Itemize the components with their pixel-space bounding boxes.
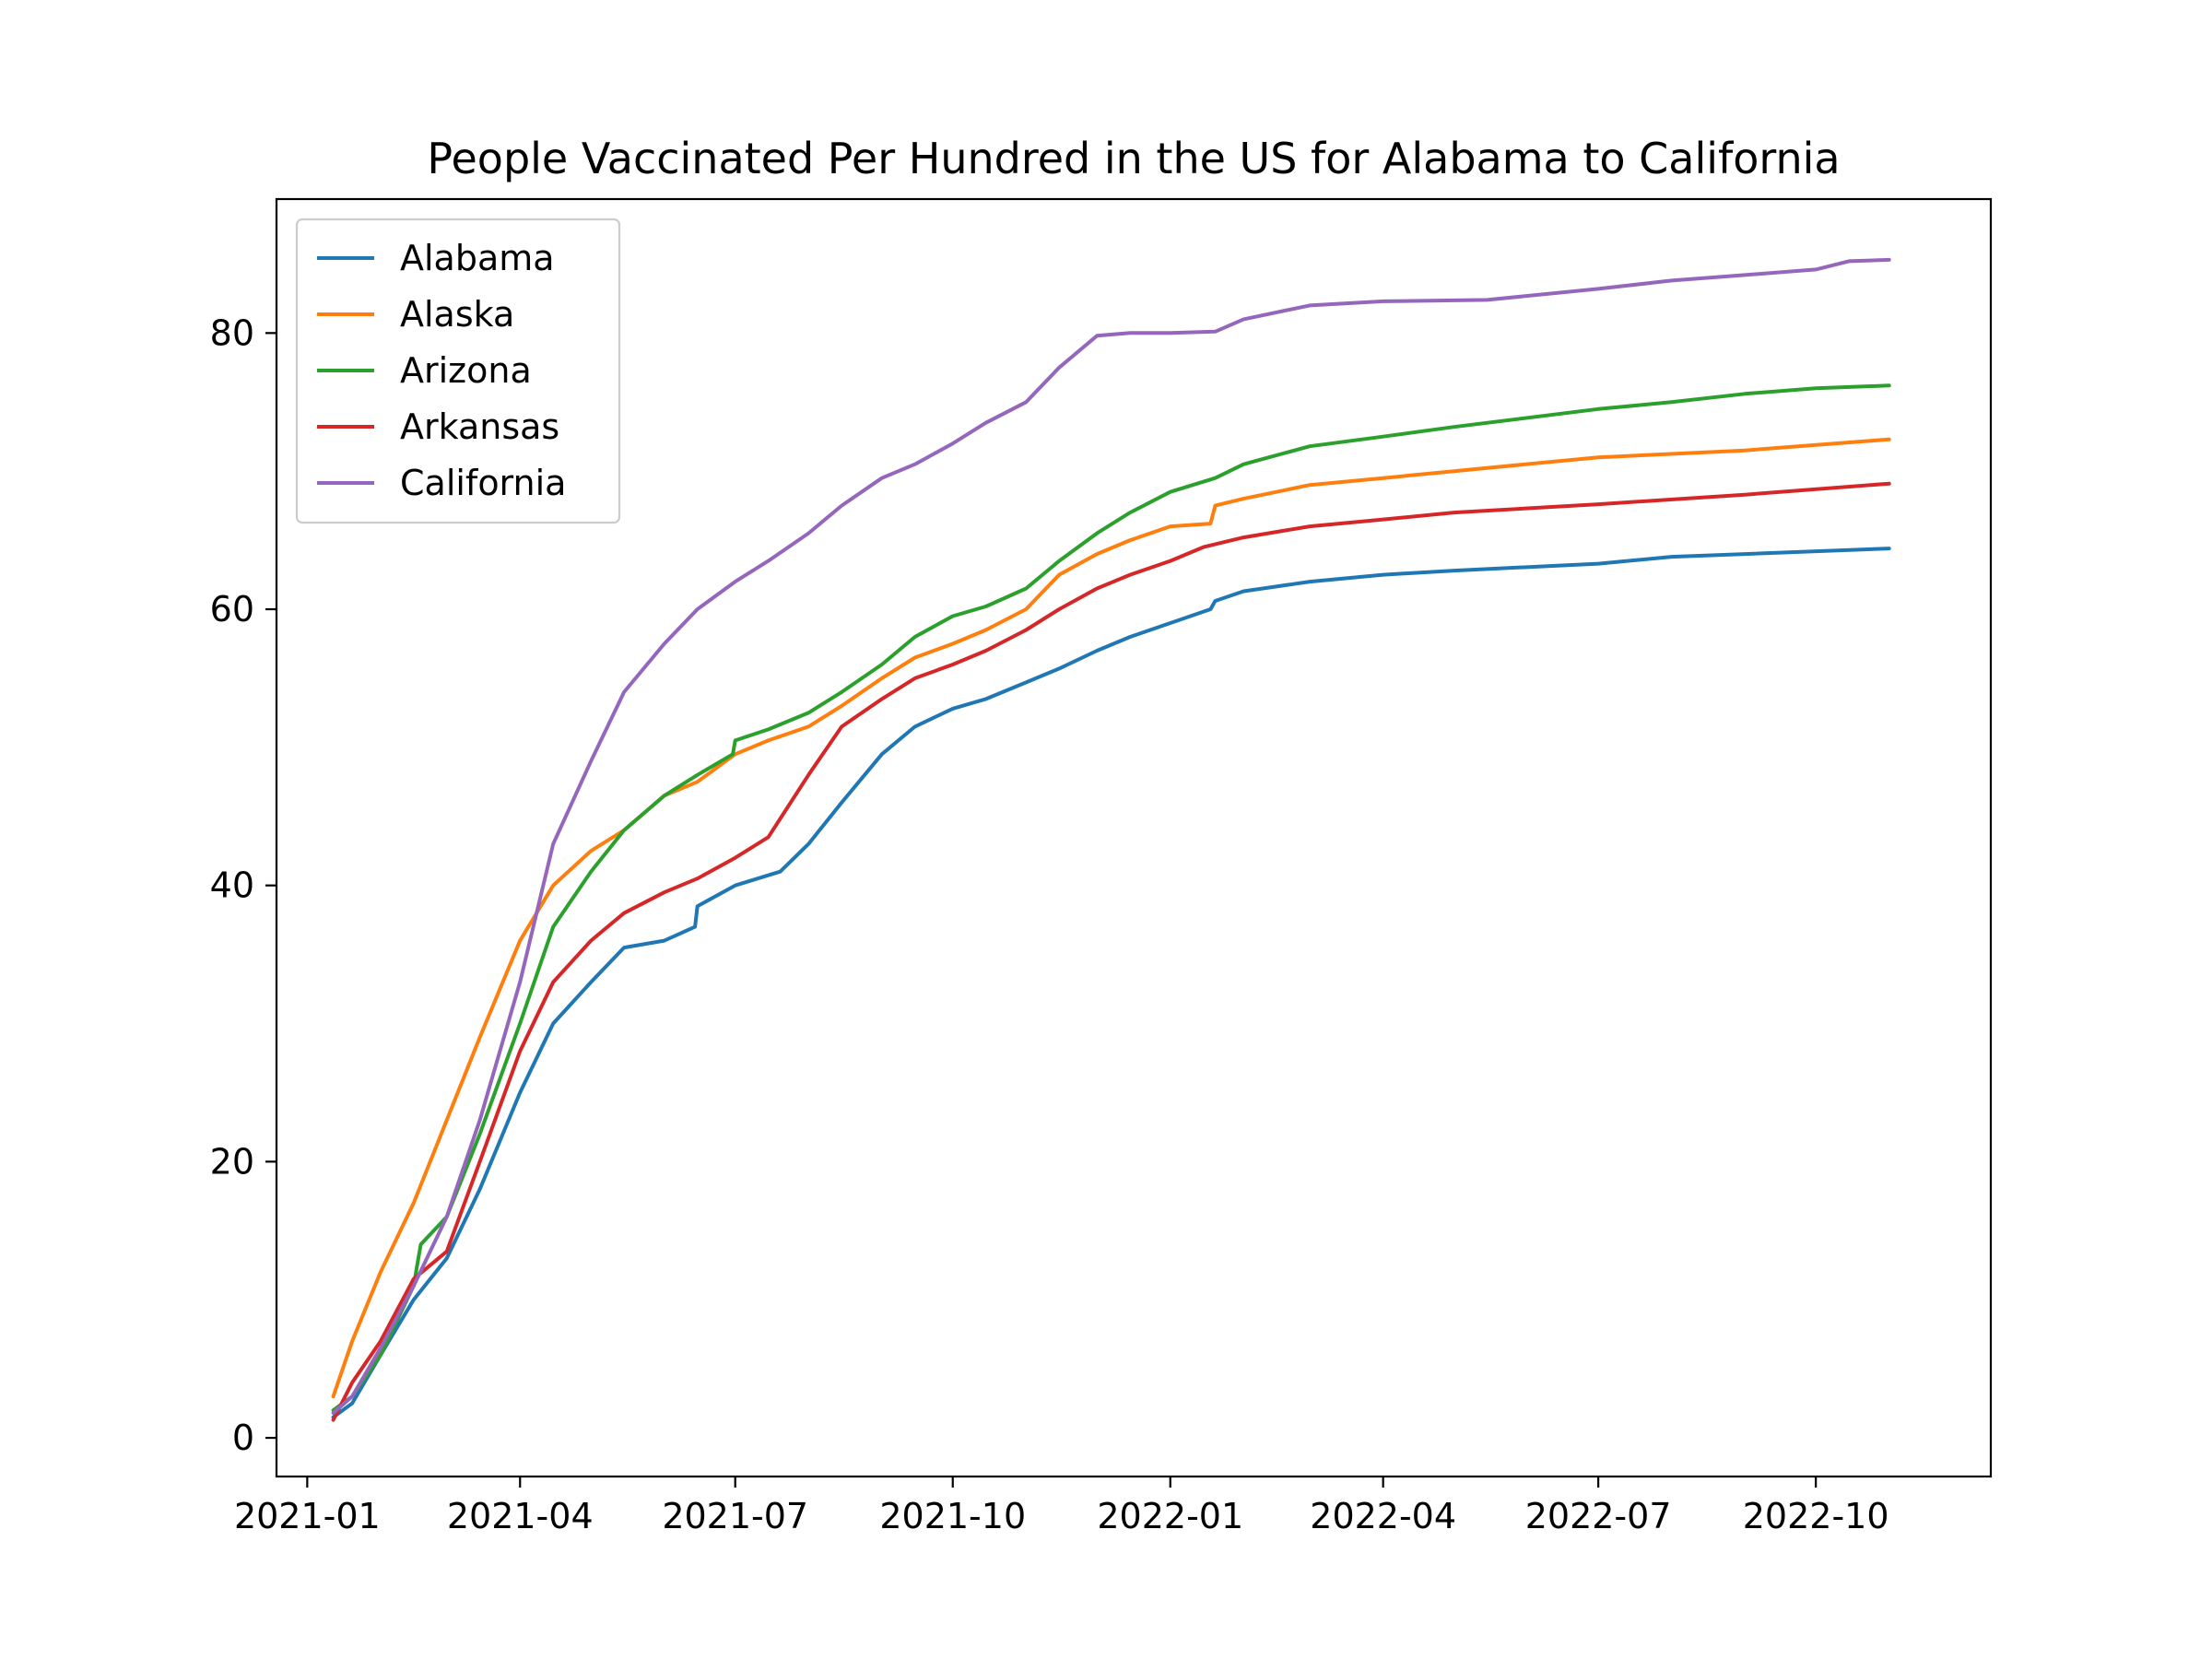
series-line-alaska — [331, 437, 1891, 1399]
legend-label-arkansas: Arkansas — [400, 406, 559, 447]
series-line-california — [331, 257, 1891, 1416]
x-tick-label: 2022-10 — [1743, 1496, 1889, 1536]
y-tick-label: 40 — [210, 865, 254, 906]
x-tick-label: 2021-04 — [447, 1496, 594, 1536]
x-tick-label: 2022-07 — [1525, 1496, 1672, 1536]
legend-box — [295, 218, 621, 524]
x-tick-label: 2021-01 — [234, 1496, 381, 1536]
y-tick-label: 20 — [210, 1141, 254, 1182]
chart-title: People Vaccinated Per Hundred in the US … — [427, 134, 1840, 183]
legend: Alabama Alaska Arizona Arkansas California — [295, 218, 621, 524]
y-tick-label: 0 — [232, 1418, 254, 1458]
x-tick-label: 2022-04 — [1310, 1496, 1456, 1536]
legend-label-arizona: Arizona — [400, 350, 532, 391]
series-layer — [331, 257, 1891, 1422]
y-tick-label: 60 — [210, 589, 254, 629]
x-tick-label: 2022-01 — [1097, 1496, 1243, 1536]
legend-label-alabama: Alabama — [400, 238, 555, 278]
y-tick-label: 80 — [210, 312, 254, 353]
x-tick-label: 2021-07 — [662, 1496, 808, 1536]
axes-layer — [275, 197, 1993, 1478]
legend-label-california: California — [400, 463, 566, 503]
x-tick-label: 2021-10 — [879, 1496, 1026, 1536]
legend-label-alaska: Alaska — [400, 294, 514, 335]
y-axis-ticks: 0 20 40 60 80 — [210, 312, 276, 1458]
series-line-alabama — [331, 547, 1891, 1419]
x-axis-ticks: 2021-01 2021-04 2021-07 2021-10 2022-01 2022-… — [234, 1477, 1889, 1536]
series-line-arizona — [331, 383, 1891, 1413]
series-line-arkansas — [331, 481, 1891, 1422]
plot-area-frame — [275, 197, 1993, 1478]
